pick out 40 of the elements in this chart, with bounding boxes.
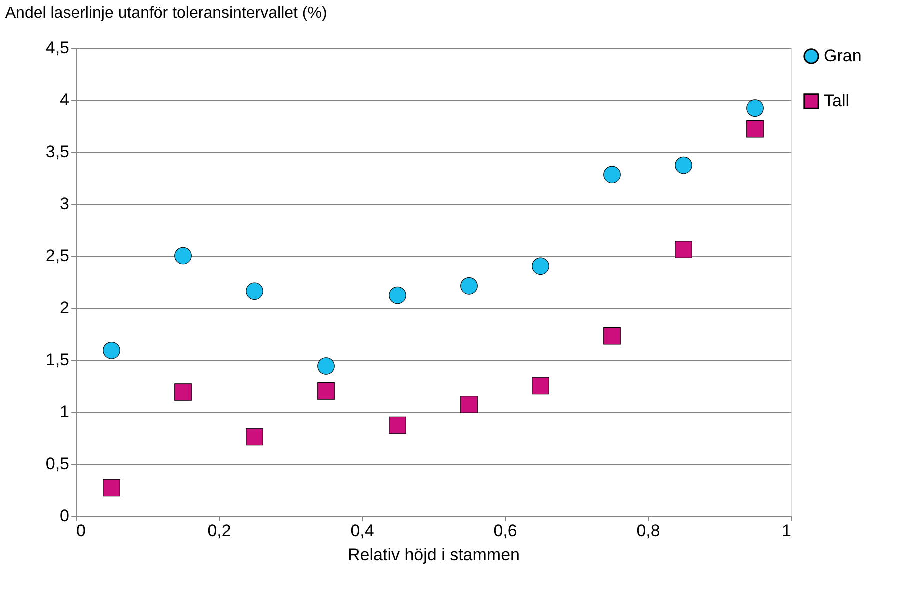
y-tick-label: 4 <box>60 90 70 110</box>
y-tick-label: 0 <box>60 506 70 526</box>
point <box>675 241 692 258</box>
point <box>389 416 406 434</box>
point <box>460 396 478 414</box>
x-tick-label: 0,8 <box>636 522 660 540</box>
legend-label: Gran <box>824 46 862 66</box>
x-tick-label: 1 <box>782 522 792 540</box>
point <box>103 342 120 360</box>
point <box>746 120 764 138</box>
point <box>318 382 335 400</box>
point <box>103 479 120 497</box>
point <box>532 258 550 276</box>
legend-label: Tall <box>824 92 850 110</box>
point <box>460 278 478 295</box>
y-tick-label: 0,5 <box>46 454 70 474</box>
point <box>604 166 621 184</box>
point <box>246 428 264 446</box>
x-axis-title: Relativ höjd i stammen <box>348 546 520 564</box>
y-tick-label: 1,5 <box>46 350 70 370</box>
x-tick-label: 0 <box>76 522 86 540</box>
point <box>174 247 192 265</box>
point <box>675 156 692 174</box>
point <box>318 358 335 375</box>
point <box>746 100 764 117</box>
y-tick-label: 3 <box>60 194 70 214</box>
point <box>246 282 264 300</box>
x-tick-label: 0,2 <box>208 522 232 540</box>
y-tick-label: 2 <box>60 298 70 318</box>
y-tick-label: 2,5 <box>46 246 70 266</box>
y-tick-label: 1 <box>60 402 70 422</box>
point <box>389 286 406 304</box>
x-tick-label: 0,6 <box>494 522 518 540</box>
x-tick-label: 0,4 <box>350 522 374 540</box>
point <box>604 327 621 345</box>
point <box>174 384 192 401</box>
y-tick-label: 3,5 <box>46 142 70 162</box>
y-tick-label: 4,5 <box>46 38 70 58</box>
chart-title: Andel laserlinje utanför toleransintervallet (%) <box>5 5 328 22</box>
point <box>532 377 550 395</box>
